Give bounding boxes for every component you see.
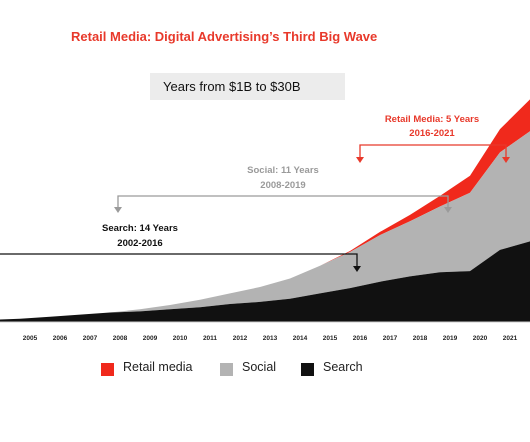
retail-annotation-label: Retail Media: 5 Years bbox=[385, 114, 479, 125]
x-tick-label: 2010 bbox=[173, 335, 188, 342]
chart-subtitle: Years from $1B to $30B bbox=[163, 79, 301, 94]
x-tick-label: 2019 bbox=[443, 335, 458, 342]
x-tick-label: 2009 bbox=[143, 335, 158, 342]
x-tick-label: 2014 bbox=[293, 335, 308, 342]
x-tick-label: 2021 bbox=[503, 335, 518, 342]
search-annotation-label: Search: 14 Years bbox=[102, 223, 178, 234]
x-tick-label: 2016 bbox=[353, 335, 368, 342]
x-tick-label: 2015 bbox=[323, 335, 338, 342]
x-tick-label: 2007 bbox=[83, 335, 98, 342]
retail-bracket: Retail Media: 5 Years 2016-2021 bbox=[356, 114, 510, 163]
social-annotation-range: 2008-2019 bbox=[260, 180, 305, 191]
x-tick-label: 2020 bbox=[473, 335, 488, 342]
search-bracket: Search: 14 Years 2002-2016 bbox=[0, 223, 361, 272]
x-tick-label: 2005 bbox=[23, 335, 38, 342]
legend-label-search: Search bbox=[323, 360, 363, 374]
retail-bracket-line bbox=[359, 144, 507, 158]
search-annotation-range: 2002-2016 bbox=[117, 238, 162, 249]
legend-swatch-search bbox=[301, 363, 314, 376]
retail-annotation-range: 2016-2021 bbox=[409, 128, 455, 139]
legend-swatch-social bbox=[220, 363, 233, 376]
retail-bracket-left-arrowhead bbox=[356, 157, 364, 163]
x-tick-label: 2011 bbox=[203, 335, 217, 342]
x-tick-label: 2013 bbox=[263, 335, 278, 342]
x-tick-label: 2017 bbox=[383, 335, 398, 342]
legend-swatch-retail-media bbox=[101, 363, 114, 376]
legend-label-social: Social bbox=[242, 360, 277, 374]
area-retail-media bbox=[0, 99, 530, 320]
social-bracket-right-arrowhead bbox=[444, 207, 452, 213]
search-bracket-line bbox=[0, 253, 358, 268]
x-tick-label: 2006 bbox=[53, 335, 68, 342]
retail-bracket-right-arrowhead bbox=[502, 157, 510, 163]
legend-label-retail-media: Retail media bbox=[123, 360, 193, 374]
social-bracket-line bbox=[117, 195, 449, 208]
x-tick-label: 2008 bbox=[113, 335, 128, 342]
x-axis-ticks: 2005 2006 2007 2008 2009 2010 2011 2012 2013 2014… bbox=[23, 335, 518, 342]
x-tick-label: 2012 bbox=[233, 335, 248, 342]
social-bracket: Social: 11 Years 2008-2019 bbox=[114, 165, 452, 213]
area-search bbox=[0, 241, 530, 322]
area-series-group bbox=[0, 99, 530, 323]
x-tick-label: 2018 bbox=[413, 335, 428, 342]
area-social bbox=[0, 131, 530, 320]
subtitle-box: Years from $1B to $30B bbox=[150, 73, 345, 100]
search-bracket-arrowhead bbox=[353, 266, 361, 272]
social-annotation-label: Social: 11 Years bbox=[247, 165, 319, 176]
chart-title: Retail Media: Digital Advertising’s Thir… bbox=[71, 29, 378, 44]
social-bracket-left-arrowhead bbox=[114, 207, 122, 213]
